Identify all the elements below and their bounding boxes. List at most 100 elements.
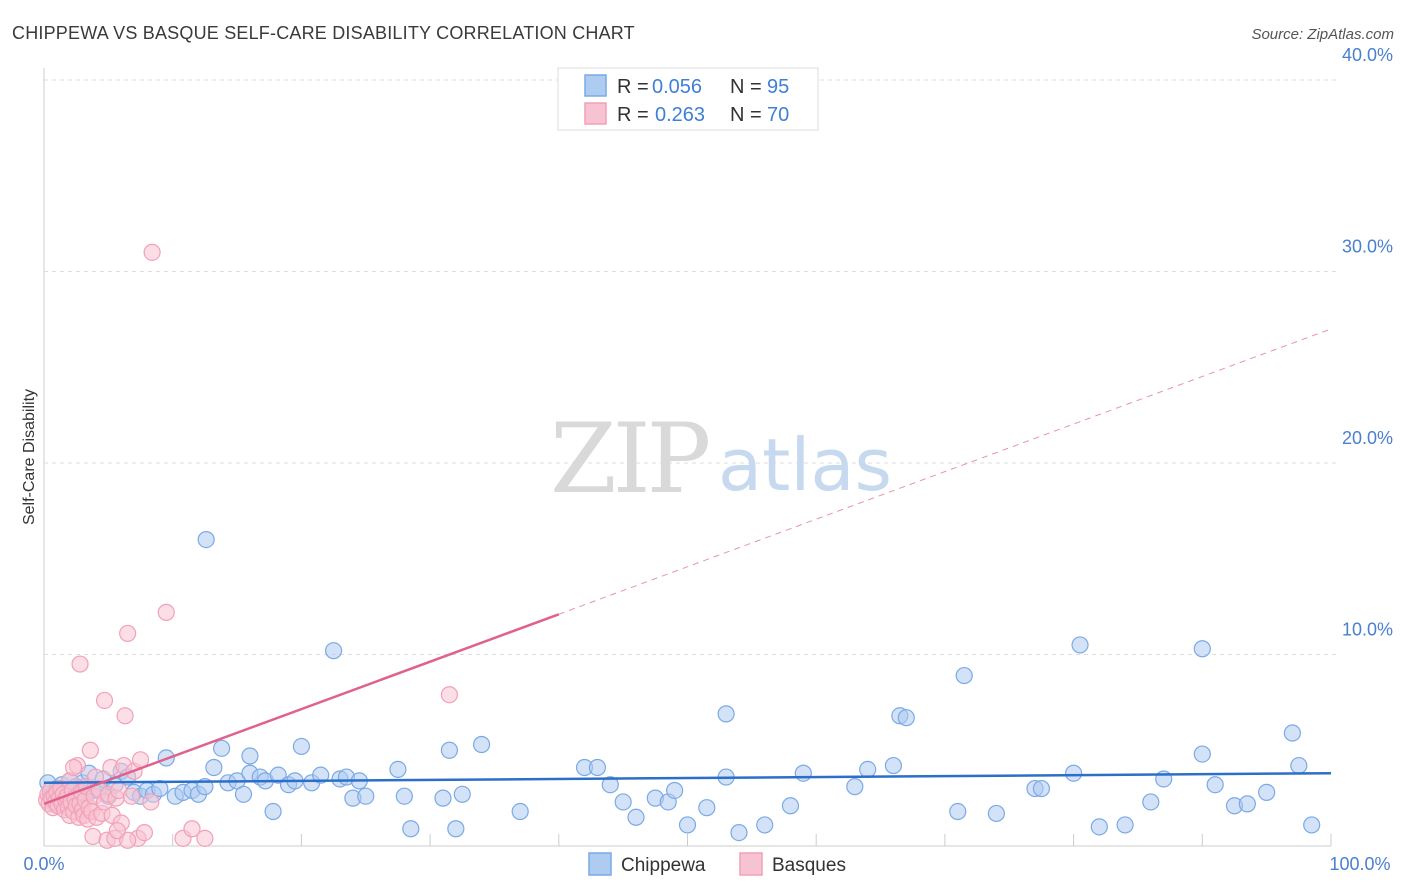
watermark-atlas: atlas — [718, 423, 892, 507]
point-chippewa — [717, 705, 735, 723]
point-chippewa — [234, 785, 253, 803]
point-chippewa — [213, 739, 231, 757]
point-basques — [440, 686, 459, 704]
point-chippewa — [678, 816, 697, 834]
point-chippewa — [1142, 793, 1160, 811]
legend-r-value-chippewa: 0.056 — [652, 76, 702, 98]
y-tick-label: 30.0% — [1342, 237, 1393, 257]
point-basques — [122, 787, 141, 805]
point-chippewa — [447, 820, 465, 838]
point-chippewa — [395, 787, 413, 805]
point-chippewa — [357, 787, 375, 805]
point-basques — [196, 829, 214, 847]
chart-title: CHIPPEWA VS BASQUE SELF-CARE DISABILITY … — [12, 23, 635, 43]
point-basques — [183, 820, 201, 838]
point-basques — [71, 655, 89, 673]
gridlines — [44, 79, 1339, 655]
point-chippewa — [859, 760, 877, 779]
data-points — [37, 243, 1321, 849]
point-chippewa — [453, 785, 471, 803]
point-chippewa — [1238, 795, 1256, 813]
watermark: ZIP atlas — [550, 403, 892, 515]
x-tick-label-max: 100.0% — [1329, 854, 1390, 874]
point-chippewa — [264, 802, 282, 821]
plot-area — [43, 68, 1339, 847]
point-chippewa — [1303, 816, 1321, 834]
bottom-legend: Chippewa Basques — [588, 852, 846, 876]
point-basques — [142, 793, 160, 811]
trend-line-basques — [43, 613, 560, 806]
point-chippewa — [292, 737, 310, 756]
point-basques — [95, 691, 114, 710]
point-chippewa — [434, 789, 452, 807]
point-basques — [135, 823, 153, 842]
point-chippewa — [1090, 818, 1108, 836]
y-tick-label: 40.0% — [1342, 45, 1393, 65]
point-basques — [157, 603, 175, 621]
point-chippewa — [1116, 816, 1134, 834]
point-chippewa — [205, 758, 223, 777]
legend-r-label-chippewa: R = — [617, 76, 649, 98]
legend-n-value-basques: 70 — [767, 104, 789, 126]
point-basques — [116, 707, 134, 725]
legend-r-value-basques: 0.263 — [655, 104, 705, 126]
point-chippewa — [666, 781, 684, 800]
point-basques — [119, 624, 137, 643]
legend: R = 0.056 N = 95 R = 0.263 N = 70 — [557, 67, 819, 131]
point-basques — [65, 758, 83, 777]
point-chippewa — [1032, 779, 1051, 798]
x-tick-label-min: 0.0% — [23, 854, 64, 874]
point-chippewa — [1064, 764, 1083, 782]
point-chippewa — [1283, 724, 1301, 742]
point-chippewa — [588, 758, 607, 777]
point-chippewa — [756, 816, 774, 834]
point-chippewa — [1258, 783, 1276, 801]
point-chippewa — [472, 735, 491, 754]
point-chippewa — [151, 779, 169, 798]
legend-swatch-basques — [584, 102, 607, 125]
point-chippewa — [897, 709, 915, 727]
point-chippewa — [1290, 756, 1308, 775]
point-chippewa — [324, 642, 343, 660]
point-chippewa — [389, 760, 407, 779]
bottom-legend-label-basques: Basques — [772, 855, 846, 876]
point-chippewa — [1071, 636, 1089, 654]
y-tick-label: 10.0% — [1342, 620, 1393, 640]
chart-source: Source: ZipAtlas.com — [1251, 26, 1394, 43]
point-chippewa — [781, 797, 800, 815]
point-basques — [84, 827, 102, 846]
point-basques — [108, 822, 126, 840]
point-chippewa — [846, 778, 864, 796]
y-tick-label: 20.0% — [1342, 428, 1393, 448]
watermark-zip: ZIP — [550, 403, 709, 515]
point-chippewa — [241, 747, 259, 765]
point-chippewa — [884, 756, 903, 775]
bottom-legend-swatch-chippewa — [588, 852, 612, 876]
y-axis-label: Self-Care Disability — [21, 389, 38, 525]
point-chippewa — [949, 802, 967, 821]
legend-swatch-chippewa — [584, 74, 607, 97]
legend-n-label-basques: N = — [730, 104, 762, 126]
trend-line-extension-basques — [558, 328, 1332, 615]
point-chippewa — [987, 804, 1005, 823]
point-chippewa — [614, 793, 632, 811]
bottom-legend-swatch-basques — [739, 852, 763, 876]
point-chippewa — [197, 530, 215, 549]
trend-lines — [43, 328, 1332, 806]
legend-r-label-basques: R = — [617, 104, 649, 126]
point-chippewa — [1193, 745, 1211, 763]
point-chippewa — [627, 808, 645, 826]
point-chippewa — [440, 741, 459, 759]
legend-n-label-chippewa: N = — [730, 76, 762, 98]
point-chippewa — [1193, 640, 1211, 658]
trend-line-chippewa — [43, 771, 1332, 785]
point-chippewa — [794, 764, 812, 782]
legend-n-value-chippewa: 95 — [767, 76, 789, 98]
point-chippewa — [955, 666, 973, 685]
bottom-legend-label-chippewa: Chippewa — [621, 855, 706, 876]
point-chippewa — [698, 799, 716, 817]
point-basques — [143, 243, 161, 261]
point-chippewa — [1206, 776, 1224, 794]
point-chippewa — [511, 802, 529, 821]
